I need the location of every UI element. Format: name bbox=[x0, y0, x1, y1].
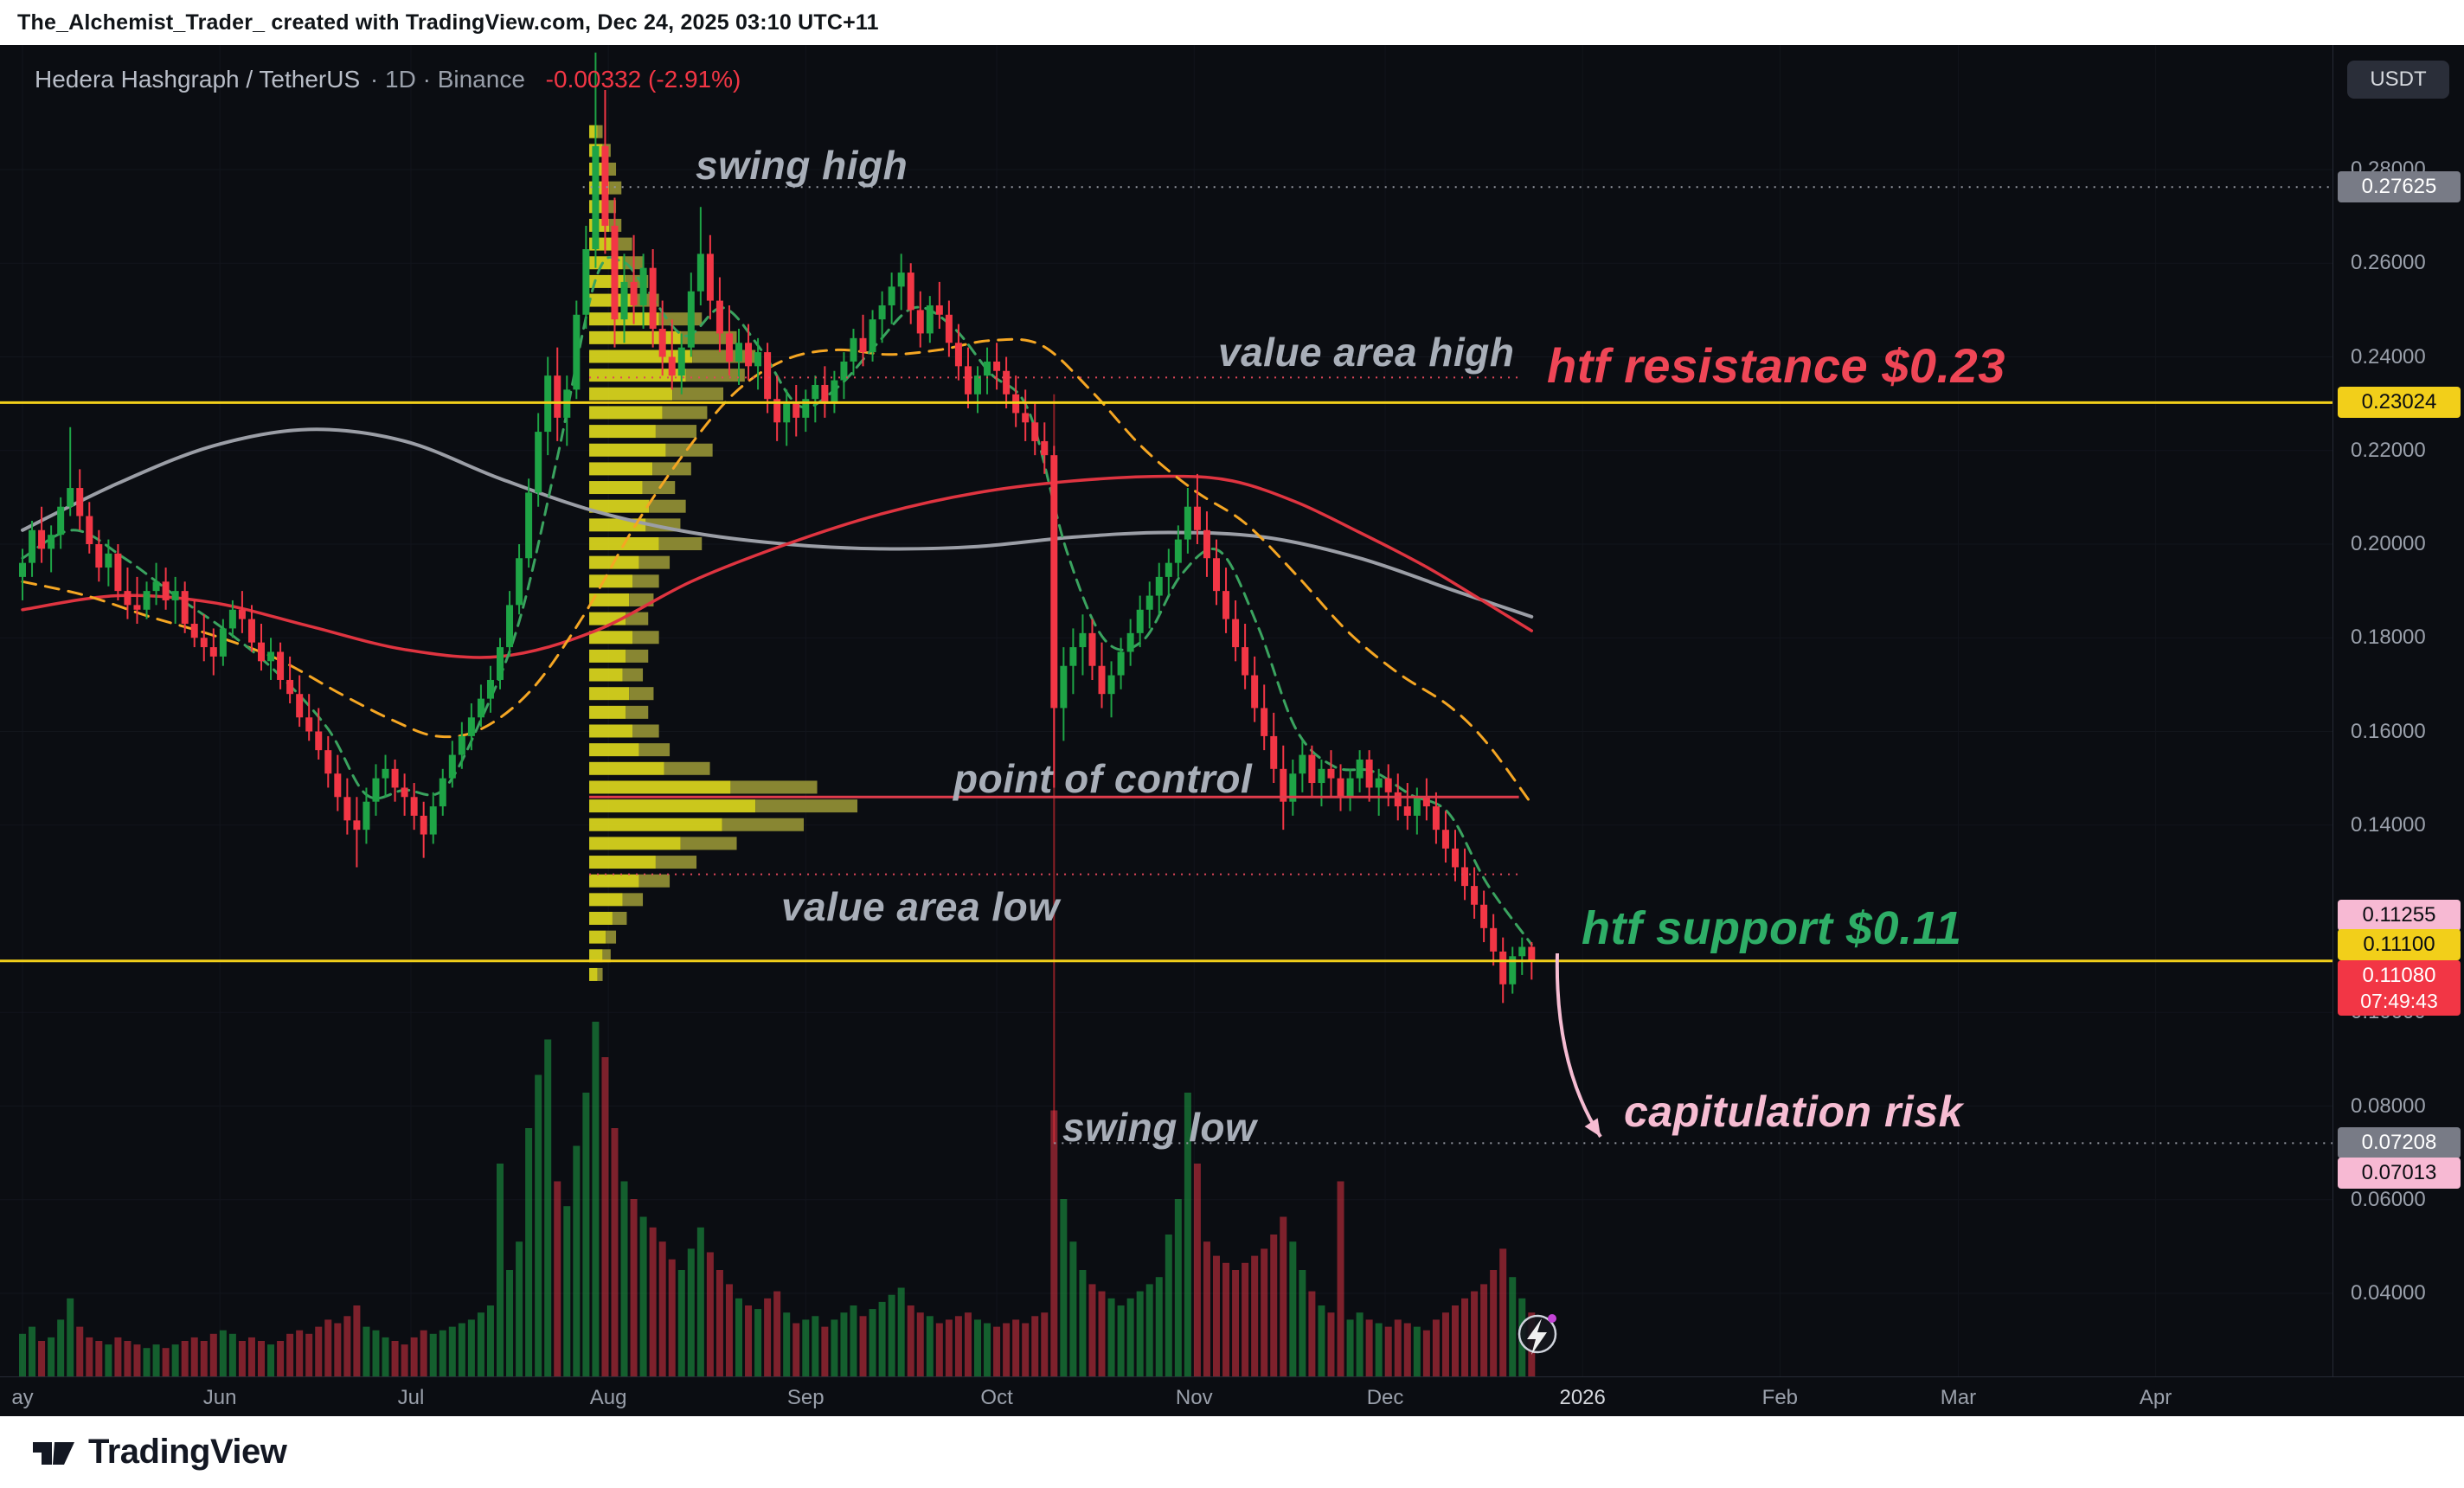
htf-support-label[interactable]: htf support $0.11 bbox=[1582, 902, 1962, 954]
footer: TradingView bbox=[0, 1416, 2464, 1488]
price-tick: 0.06000 bbox=[2351, 1187, 2426, 1211]
currency-toggle-button[interactable]: USDT bbox=[2347, 61, 2449, 99]
time-label-Nov: Nov bbox=[1175, 1386, 1213, 1409]
time-label-Jun: Jun bbox=[202, 1386, 237, 1409]
price-axis[interactable]: USDT 0.28000 0.26000 0.24000 0.22000 0.20000… bbox=[2332, 45, 2464, 1376]
capitulation-arrowhead bbox=[1584, 1118, 1601, 1137]
symbol-meta: · 1D · Binance bbox=[369, 66, 525, 93]
swing-low-label[interactable]: swing low bbox=[1062, 1105, 1257, 1150]
time-label-Apr: Apr bbox=[2139, 1386, 2172, 1409]
price-badge-0.27625: 0.27625 bbox=[2338, 171, 2461, 202]
ma-fast-green bbox=[21, 255, 1533, 946]
price-tick: 0.24000 bbox=[2351, 344, 2426, 369]
price-tick: 0.08000 bbox=[2351, 1094, 2426, 1118]
price-badge-0.11100: 0.11100 bbox=[2338, 929, 2461, 960]
ma-mid-red bbox=[21, 474, 1534, 659]
price-tick: 0.20000 bbox=[2351, 532, 2426, 555]
time-label-Aug: Aug bbox=[589, 1386, 627, 1409]
attribution-text: The_Alchemist_Trader_ created with Tradi… bbox=[17, 10, 879, 35]
value-area-high-label[interactable]: value area high bbox=[1218, 330, 1515, 375]
ma-long-gray bbox=[21, 427, 1534, 619]
htf-resistance-label[interactable]: htf resistance $0.23 bbox=[1547, 338, 2005, 393]
price-badge-0.07013: 0.07013 bbox=[2338, 1158, 2461, 1189]
flash-bolt-icon bbox=[1527, 1318, 1547, 1355]
time-label-Feb: Feb bbox=[1761, 1386, 1799, 1409]
price-badge-0.07208: 0.07208 bbox=[2338, 1127, 2461, 1158]
tradingview-logo-icon bbox=[33, 1441, 74, 1465]
price-badge-0.23024: 0.23024 bbox=[2338, 387, 2461, 418]
time-label-Jul: Jul bbox=[397, 1386, 425, 1409]
tradingview-logo-text: TradingView bbox=[88, 1433, 287, 1471]
time-axis[interactable]: ay Jun Jul Aug Sep Oct Nov Dec 2026 Feb Mar Apr bbox=[0, 1376, 2464, 1416]
swing-high-label[interactable]: swing high bbox=[696, 143, 908, 188]
chart-area: Hedera Hashgraph / TetherUS · 1D · Binan… bbox=[0, 45, 2464, 1416]
time-label-2026: 2026 bbox=[1559, 1386, 1606, 1409]
flash-accent-dot bbox=[1548, 1314, 1556, 1323]
attribution-bar: The_Alchemist_Trader_ created with Tradi… bbox=[0, 0, 2464, 45]
price-tick: 0.18000 bbox=[2351, 625, 2426, 650]
time-label-Mar: Mar bbox=[1940, 1386, 1977, 1409]
price-chart-canvas[interactable] bbox=[0, 45, 2332, 1376]
time-label-Dec: Dec bbox=[1366, 1386, 1404, 1409]
tradingview-logo[interactable]: TradingView bbox=[31, 1433, 287, 1472]
symbol-header: Hedera Hashgraph / TetherUS · 1D · Binan… bbox=[35, 66, 741, 93]
price-badge-0.11080: 0.11080 07:49:43 bbox=[2338, 960, 2461, 1016]
time-label-Oct: Oct bbox=[980, 1386, 1013, 1409]
price-tick: 0.16000 bbox=[2351, 719, 2426, 743]
price-tick: 0.22000 bbox=[2351, 438, 2426, 462]
point-of-control-label[interactable]: point of control bbox=[953, 756, 1253, 801]
capitulation-arrow bbox=[1555, 952, 1602, 1138]
value-area-low-label[interactable]: value area low bbox=[781, 884, 1060, 929]
capitulation-risk-label[interactable]: capitulation risk bbox=[1624, 1087, 1963, 1136]
price-tick: 0.14000 bbox=[2351, 812, 2426, 837]
time-label-ay: ay bbox=[11, 1386, 34, 1409]
price-change: -0.00332 (-2.91%) bbox=[545, 66, 741, 93]
time-label-Sep: Sep bbox=[786, 1386, 825, 1409]
ma-short-orange bbox=[21, 337, 1533, 805]
price-tick: 0.04000 bbox=[2351, 1281, 2426, 1305]
price-badge-0.11255: 0.11255 bbox=[2338, 900, 2461, 931]
price-tick: 0.26000 bbox=[2351, 251, 2426, 275]
symbol-title[interactable]: Hedera Hashgraph / TetherUS bbox=[35, 66, 361, 93]
